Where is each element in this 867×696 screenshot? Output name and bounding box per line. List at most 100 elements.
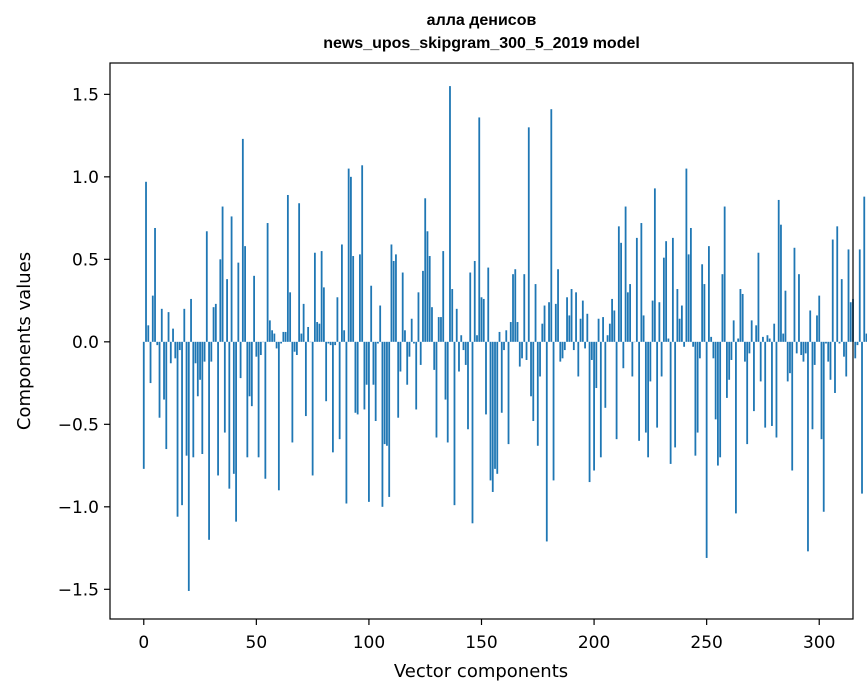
bar [856, 341, 859, 346]
bar [205, 231, 208, 342]
bar [284, 331, 287, 342]
bar [829, 341, 832, 380]
bar [471, 341, 474, 524]
bar [714, 341, 717, 420]
bar [442, 251, 445, 342]
bar [327, 341, 330, 344]
bar [271, 330, 274, 342]
bar [748, 341, 751, 354]
bar [834, 341, 836, 393]
bar [658, 302, 661, 342]
bar [478, 117, 481, 342]
bar [516, 322, 519, 342]
bar [554, 303, 557, 342]
bar [620, 242, 622, 342]
bar [847, 249, 850, 342]
bar [467, 341, 469, 430]
bar [192, 341, 195, 458]
bar [534, 284, 537, 342]
bar [570, 289, 573, 342]
bar [424, 198, 427, 342]
bar [196, 341, 199, 397]
bar [203, 341, 206, 362]
bar [854, 341, 857, 359]
bar [293, 341, 296, 352]
bar [509, 322, 512, 342]
bar [417, 292, 420, 342]
bar [764, 341, 767, 428]
bar [462, 341, 465, 351]
bar [631, 341, 634, 377]
bar [717, 341, 719, 466]
bar [793, 247, 796, 342]
y-tick-label: −0.5 [58, 415, 99, 435]
bar [302, 303, 305, 342]
bar [379, 305, 382, 342]
bar [667, 338, 670, 342]
bar [428, 256, 431, 342]
bar [223, 341, 226, 433]
bar [449, 86, 451, 342]
bar [329, 341, 332, 346]
bar [165, 341, 168, 450]
bar [741, 293, 744, 342]
bar [413, 341, 415, 344]
bar [347, 168, 350, 342]
bar [683, 341, 686, 347]
bar [491, 341, 494, 492]
bar [404, 330, 406, 342]
bar [739, 289, 742, 342]
bar [638, 341, 641, 441]
bar [194, 341, 197, 364]
bar [356, 341, 359, 415]
bar [320, 251, 323, 342]
bar [804, 341, 807, 354]
bar [390, 244, 393, 342]
bar [665, 241, 668, 342]
bar [259, 341, 262, 356]
bar [843, 341, 845, 357]
bar [642, 315, 645, 342]
bar [795, 341, 798, 354]
bar [363, 341, 366, 410]
bar [773, 323, 776, 342]
bar [246, 341, 249, 458]
bar [768, 338, 771, 342]
bar [732, 320, 735, 342]
bar [455, 308, 458, 342]
bar [395, 254, 397, 342]
bar [721, 274, 724, 342]
bar [678, 318, 681, 342]
y-tick-label: 1.5 [72, 85, 99, 105]
bar [332, 341, 334, 453]
bar [264, 341, 267, 479]
bar [160, 308, 163, 342]
bar [539, 341, 541, 377]
bar [142, 341, 145, 469]
bar [156, 341, 159, 346]
bar [255, 341, 258, 357]
x-tick-label: 0 [138, 633, 149, 653]
bar [253, 275, 255, 342]
bar [268, 320, 271, 342]
bar [316, 322, 319, 342]
bar [199, 341, 201, 380]
bar [446, 341, 449, 443]
bar [723, 206, 726, 342]
x-tick-label: 50 [246, 633, 268, 653]
x-tick-label: 100 [353, 633, 385, 653]
bar [590, 341, 593, 360]
bar [334, 341, 337, 346]
bar [190, 298, 192, 342]
bar [183, 308, 186, 342]
bar [498, 331, 501, 342]
bar [232, 341, 235, 474]
bar [586, 313, 589, 342]
bar [692, 341, 695, 347]
bar [392, 260, 395, 342]
bar [737, 338, 740, 342]
bar [545, 341, 548, 542]
bar [689, 227, 692, 342]
bar [208, 341, 210, 540]
bar [746, 341, 749, 445]
